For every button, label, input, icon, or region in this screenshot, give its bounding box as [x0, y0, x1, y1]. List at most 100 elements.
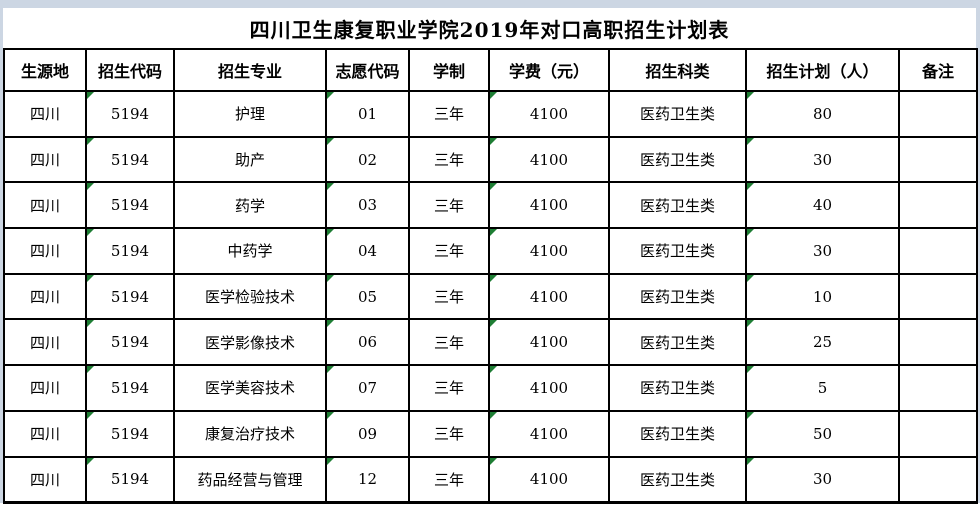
cell-note[interactable] — [898, 181, 978, 230]
cell-school_code[interactable]: 5194 — [85, 135, 175, 184]
cell-choice_code[interactable]: 03 — [325, 181, 410, 230]
cell-school_code[interactable]: 5194 — [85, 90, 175, 138]
cell-plan[interactable]: 5 — [745, 364, 900, 412]
cell-major[interactable]: 中药学 — [173, 227, 327, 275]
column-header-duration[interactable]: 学制 — [408, 48, 490, 92]
cell-major[interactable]: 药品经营与管理 — [173, 455, 327, 504]
cell-origin[interactable]: 四川 — [3, 135, 87, 184]
cell-choice_code[interactable]: 07 — [325, 364, 410, 412]
cell-tuition[interactable]: 4100 — [488, 181, 610, 230]
cell-school_code[interactable]: 5194 — [85, 364, 175, 412]
cell-origin[interactable]: 四川 — [3, 181, 87, 230]
cell-category[interactable]: 医药卫生类 — [608, 272, 747, 321]
cell-category[interactable]: 医药卫生类 — [608, 181, 747, 230]
cell-category[interactable]: 医药卫生类 — [608, 135, 747, 184]
cell-tuition[interactable]: 4100 — [488, 409, 610, 458]
number-stored-as-text-indicator-icon — [491, 184, 497, 191]
cell-major[interactable]: 护理 — [173, 90, 327, 138]
cell-major[interactable]: 药学 — [173, 181, 327, 230]
cell-note[interactable] — [898, 272, 978, 321]
cell-origin[interactable]: 四川 — [3, 364, 87, 412]
cell-school_code[interactable]: 5194 — [85, 272, 175, 321]
cell-major[interactable]: 助产 — [173, 135, 327, 184]
column-header-major[interactable]: 招生专业 — [173, 48, 327, 92]
cell-note[interactable] — [898, 135, 978, 184]
cell-school_code[interactable]: 5194 — [85, 181, 175, 230]
cell-major[interactable]: 康复治疗技术 — [173, 409, 327, 458]
number-stored-as-text-indicator-icon — [88, 321, 94, 328]
cell-tuition[interactable]: 4100 — [488, 90, 610, 138]
column-header-origin[interactable]: 生源地 — [3, 48, 87, 92]
cell-major[interactable]: 医学影像技术 — [173, 318, 327, 367]
cell-tuition[interactable]: 4100 — [488, 272, 610, 321]
cell-tuition[interactable]: 4100 — [488, 455, 610, 504]
cell-school_code[interactable]: 5194 — [85, 318, 175, 367]
cell-tuition[interactable]: 4100 — [488, 135, 610, 184]
cell-school_code[interactable]: 5194 — [85, 227, 175, 275]
cell-duration[interactable]: 三年 — [408, 364, 490, 412]
cell-plan[interactable]: 40 — [745, 181, 900, 230]
cell-origin[interactable]: 四川 — [3, 409, 87, 458]
cell-choice_code[interactable]: 04 — [325, 227, 410, 275]
number-stored-as-text-indicator-icon — [88, 367, 94, 374]
cell-choice_code[interactable]: 09 — [325, 409, 410, 458]
cell-tuition[interactable]: 4100 — [488, 364, 610, 412]
cell-duration[interactable]: 三年 — [408, 135, 490, 184]
cell-duration[interactable]: 三年 — [408, 90, 490, 138]
cell-major[interactable]: 医学检验技术 — [173, 272, 327, 321]
cell-choice_code[interactable]: 06 — [325, 318, 410, 367]
cell-category[interactable]: 医药卫生类 — [608, 318, 747, 367]
cell-note[interactable] — [898, 364, 978, 412]
cell-duration[interactable]: 三年 — [408, 272, 490, 321]
cell-category[interactable]: 医药卫生类 — [608, 227, 747, 275]
cell-major[interactable]: 医学美容技术 — [173, 364, 327, 412]
number-stored-as-text-indicator-icon — [748, 321, 754, 328]
cell-duration[interactable]: 三年 — [408, 409, 490, 458]
cell-duration[interactable]: 三年 — [408, 181, 490, 230]
cell-plan[interactable]: 10 — [745, 272, 900, 321]
cell-note[interactable] — [898, 227, 978, 275]
cell-note[interactable] — [898, 90, 978, 138]
cell-note[interactable] — [898, 318, 978, 367]
admission-plan-table: 生源地 招生代码 招生专业 志愿代码 学制 学费（元） 招生科类 招生计划（人） 备注 四川 51… — [3, 48, 978, 505]
column-header-choice_code[interactable]: 志愿代码 — [325, 48, 410, 92]
cell-origin[interactable]: 四川 — [3, 90, 87, 138]
cell-origin[interactable]: 四川 — [3, 318, 87, 367]
cell-origin[interactable]: 四川 — [3, 227, 87, 275]
cell-category[interactable]: 医药卫生类 — [608, 364, 747, 412]
column-header-note[interactable]: 备注 — [898, 48, 978, 92]
cell-origin[interactable]: 四川 — [3, 455, 87, 504]
table-title[interactable]: 四川卫生康复职业学院2019年对口高职招生计划表 — [3, 8, 976, 48]
column-header-tuition[interactable]: 学费（元） — [488, 48, 610, 92]
column-header-category[interactable]: 招生科类 — [608, 48, 747, 92]
number-stored-as-text-indicator-icon — [328, 184, 334, 191]
cell-choice_code[interactable]: 12 — [325, 455, 410, 504]
cell-category[interactable]: 医药卫生类 — [608, 409, 747, 458]
cell-plan[interactable]: 25 — [745, 318, 900, 367]
cell-note[interactable] — [898, 455, 978, 504]
number-stored-as-text-indicator-icon — [748, 230, 754, 237]
cell-category[interactable]: 医药卫生类 — [608, 455, 747, 504]
cell-choice_code[interactable]: 02 — [325, 135, 410, 184]
cell-duration[interactable]: 三年 — [408, 455, 490, 504]
cell-tuition[interactable]: 4100 — [488, 227, 610, 275]
cell-duration[interactable]: 三年 — [408, 318, 490, 367]
cell-category[interactable]: 医药卫生类 — [608, 90, 747, 138]
cell-plan[interactable]: 30 — [745, 455, 900, 504]
cell-school_code[interactable]: 5194 — [85, 409, 175, 458]
cell-plan[interactable]: 30 — [745, 135, 900, 184]
cell-note[interactable] — [898, 409, 978, 458]
header-row: 生源地 招生代码 招生专业 志愿代码 学制 学费（元） 招生科类 招生计划（人） 备注 — [3, 48, 978, 92]
column-header-school_code[interactable]: 招生代码 — [85, 48, 175, 92]
cell-plan[interactable]: 30 — [745, 227, 900, 275]
cell-plan[interactable]: 80 — [745, 90, 900, 138]
cell-duration[interactable]: 三年 — [408, 227, 490, 275]
cell-plan[interactable]: 50 — [745, 409, 900, 458]
cell-choice_code[interactable]: 01 — [325, 90, 410, 138]
number-stored-as-text-indicator-icon — [328, 321, 334, 328]
cell-school_code[interactable]: 5194 — [85, 455, 175, 504]
cell-choice_code[interactable]: 05 — [325, 272, 410, 321]
cell-tuition[interactable]: 4100 — [488, 318, 610, 367]
column-header-plan[interactable]: 招生计划（人） — [745, 48, 900, 92]
cell-origin[interactable]: 四川 — [3, 272, 87, 321]
